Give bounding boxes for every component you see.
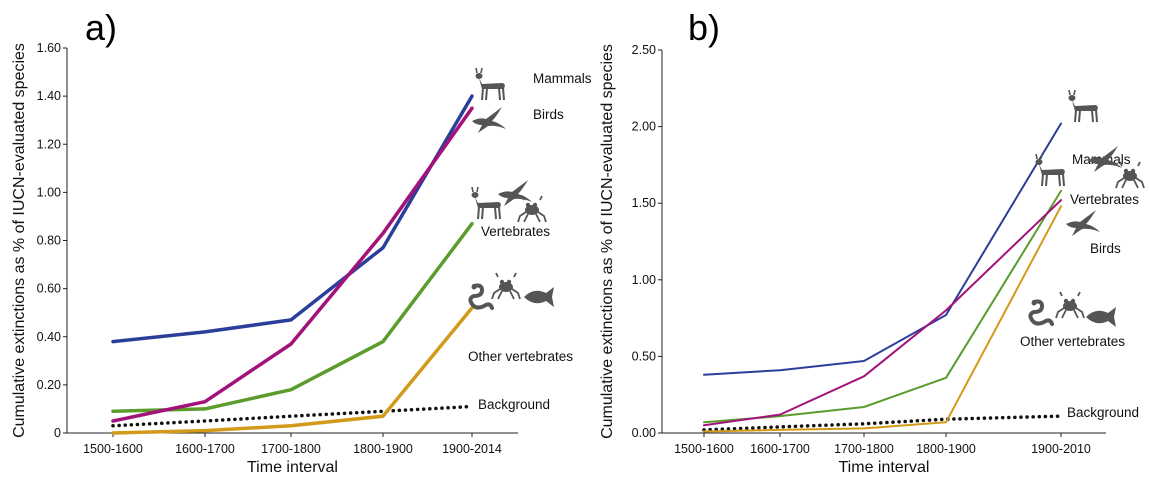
series-label-mammals-a: Mammals: [533, 71, 592, 86]
x-tick-label-a: 1700-1800: [261, 442, 321, 456]
series-label-background-b: Background: [1067, 405, 1139, 420]
y-tick-label-a: 1.40: [37, 89, 61, 103]
series-label-vertebrates-a: Vertebrates: [481, 224, 550, 239]
x-tick-label-a: 1800-1900: [353, 442, 413, 456]
y-tick-label-a: 1.00: [37, 185, 61, 199]
series-line-background-a: [111, 404, 474, 428]
series-line-other-vertebrates-a: [111, 306, 474, 435]
y-tick-label-a: 0.20: [37, 378, 61, 392]
x-tick-label-a: 1900-2014: [442, 442, 502, 456]
x-tick-label-b: 1700-1800: [834, 442, 894, 456]
deer-icon: [1067, 89, 1099, 123]
x-tick-label-a: 1500-1600: [83, 442, 143, 456]
snake-icon: [1028, 298, 1054, 326]
series-line-other-vertebrates-b: [703, 205, 1062, 433]
y-tick-label-b: 0.00: [632, 426, 656, 440]
series-line-birds-a: [111, 106, 474, 423]
series-label-other-vertebrates-a: Other vertebrates: [468, 349, 573, 364]
y-tick-label-a: 1.60: [37, 41, 61, 55]
bird-icon: [1066, 210, 1100, 236]
y-tick-label-a: 0: [54, 426, 61, 440]
series-label-birds-b: Birds: [1090, 241, 1121, 256]
y-tick-label-b: 0.50: [632, 349, 656, 363]
y-tick-label-a: 1.20: [37, 137, 61, 151]
series-label-vertebrates-b: Vertebrates: [1070, 192, 1139, 207]
y-tick-label-b: 1.00: [632, 273, 656, 287]
y-tick-label-a: 0.40: [37, 330, 61, 344]
snake-icon: [468, 282, 494, 310]
y-tick-label-a: 0.80: [37, 234, 61, 248]
series-label-other-vertebrates-b: Other vertebrates: [1020, 334, 1125, 349]
x-tick-label-a: 1600-1700: [175, 442, 235, 456]
x-tick-label-b: 1500-1600: [674, 442, 734, 456]
chart-panel-a: a) 0 0.20 0.40 0.60 0.80 1.00 1.20 1.40 1.60 1500-…: [11, 7, 592, 476]
x-axis-title-a: Time interval: [247, 459, 338, 476]
x-tick-label-b: 1600-1700: [750, 442, 810, 456]
series-line-mammals-a: [111, 94, 474, 344]
fish-icon: [1086, 307, 1116, 327]
series-label-background-a: Background: [478, 397, 550, 412]
chart-panel-b: b) 0.00 0.50 1.00 1.50 2.00 2.50 1500-1600 1600-…: [599, 7, 1145, 476]
frog-icon: [491, 272, 521, 300]
series-label-birds-a: Birds: [533, 107, 564, 122]
y-tick-label-b: 2.50: [632, 43, 656, 57]
bird-icon: [498, 180, 532, 206]
y-tick-label-b: 1.50: [632, 196, 656, 210]
panel-label-a: a): [85, 7, 117, 48]
bird-icon: [472, 107, 506, 133]
y-axis-title-b: Cumulative extinctions as % of IUCN-eval…: [599, 44, 616, 439]
x-tick-label-b: 1900-2010: [1031, 442, 1091, 456]
series-line-background-b: [702, 414, 1063, 432]
frog-icon: [517, 195, 547, 223]
series-line-mammals-b: [703, 122, 1062, 376]
x-tick-label-b: 1800-1900: [916, 442, 976, 456]
y-tick-label-a: 0.60: [37, 282, 61, 296]
deer-icon: [470, 186, 502, 220]
deer-icon: [474, 67, 506, 101]
y-tick-label-b: 2.00: [632, 120, 656, 134]
series-line-birds-b: [703, 199, 1062, 427]
x-axis-title-b: Time interval: [839, 459, 930, 476]
fish-icon: [524, 287, 554, 307]
panel-label-b: b): [688, 7, 720, 48]
y-axis-title-a: Cumulative extinctions as % of IUCN-eval…: [11, 43, 28, 438]
frog-icon: [1055, 291, 1085, 319]
